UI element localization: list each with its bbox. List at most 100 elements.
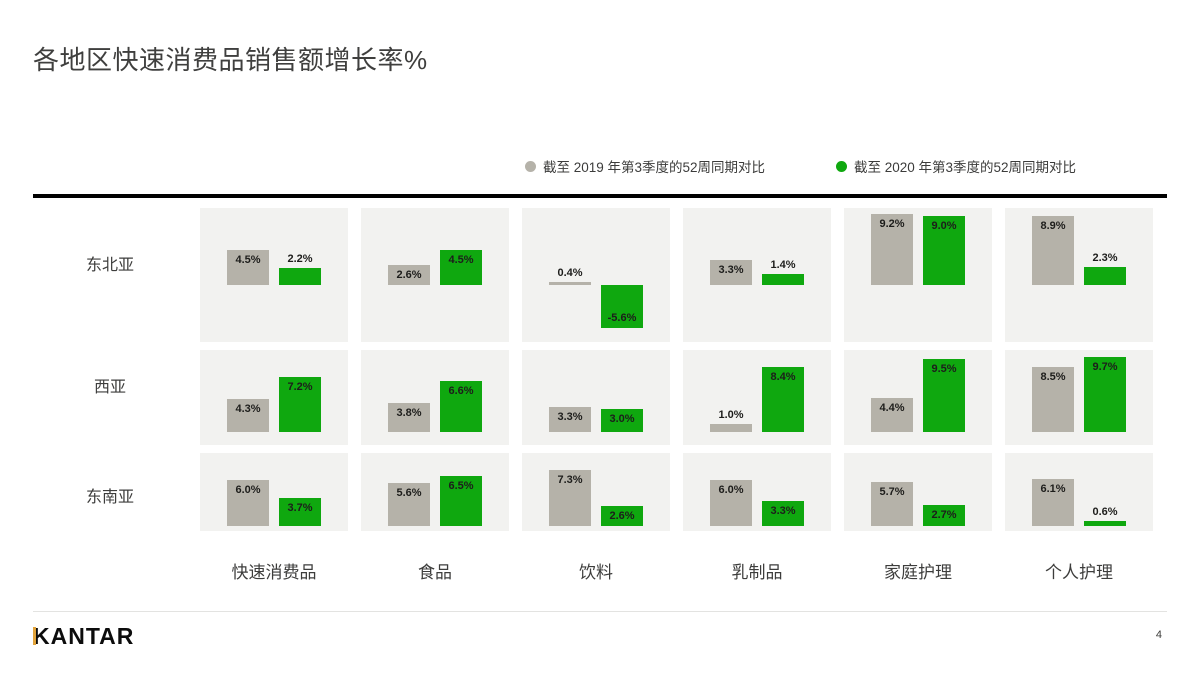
kantar-logo: KANTAR bbox=[33, 623, 134, 649]
chart-cell: 7.3% 2.6% bbox=[522, 453, 670, 531]
bar-value-label: 0.6% bbox=[1092, 506, 1118, 519]
bar-2020 bbox=[601, 408, 643, 432]
bar-value-label: 7.3% bbox=[557, 473, 583, 486]
bar-2019 bbox=[549, 281, 591, 285]
bar-2020 bbox=[923, 505, 965, 526]
bar-2019 bbox=[227, 250, 269, 285]
chart-cell: 6.0% 3.3% bbox=[683, 453, 831, 531]
bar-2019 bbox=[1032, 366, 1074, 432]
bar-2019 bbox=[710, 259, 752, 285]
chart-cell: 4.4% 9.5% bbox=[844, 350, 992, 445]
chart-cell: 6.0% 3.7% bbox=[200, 453, 348, 531]
chart-cell: 3.3% 1.4% bbox=[683, 208, 831, 342]
bar-value-label: 0.4% bbox=[557, 266, 583, 279]
legend-dot-2019-icon bbox=[525, 160, 536, 172]
legend-item-2019: 截至 2019 年第3季度的52周同期对比 bbox=[525, 156, 765, 176]
kantar-logo-accent bbox=[33, 627, 36, 645]
bar-2020 bbox=[440, 381, 482, 432]
bar-value-label: 4.3% bbox=[235, 402, 261, 415]
bar-value-label: 3.8% bbox=[396, 406, 422, 419]
chart-cell: 1.0% 8.4% bbox=[683, 350, 831, 445]
bar-value-label: 6.5% bbox=[448, 479, 474, 492]
chart-cell: 6.1% 0.6% bbox=[1005, 453, 1153, 531]
bar-value-label: 3.3% bbox=[718, 263, 744, 276]
category-label: 家庭护理 bbox=[884, 563, 952, 582]
category-label: 饮料 bbox=[579, 563, 613, 582]
page-title: 各地区快速消费品销售额增长率% bbox=[33, 45, 428, 75]
bar-2020 bbox=[762, 367, 804, 432]
chart-cell: 5.7% 2.7% bbox=[844, 453, 992, 531]
bar-2019 bbox=[388, 482, 430, 526]
bar-2019 bbox=[871, 482, 913, 526]
bar-value-label: 4.5% bbox=[448, 254, 474, 267]
chart-cell: 3.8% 6.6% bbox=[361, 350, 509, 445]
bar-value-label: 9.2% bbox=[879, 218, 905, 231]
region-label: 西亚 bbox=[93, 379, 126, 396]
bar-value-label: 4.4% bbox=[879, 402, 905, 415]
region-label: 东南亚 bbox=[85, 489, 134, 506]
bar-2019 bbox=[710, 424, 752, 432]
bar-2019 bbox=[227, 398, 269, 432]
bar-2020 bbox=[440, 475, 482, 526]
bar-value-label: 3.3% bbox=[770, 504, 796, 517]
bar-value-label: 9.0% bbox=[931, 219, 957, 232]
chart-cell: 9.2% 9.0% bbox=[844, 208, 992, 342]
bar-2020 bbox=[923, 358, 965, 432]
bar-value-label: 6.1% bbox=[1040, 483, 1066, 496]
bar-2020 bbox=[1084, 267, 1126, 285]
bar-2019 bbox=[227, 479, 269, 526]
bar-2020 bbox=[601, 285, 643, 329]
bar-value-label: 3.3% bbox=[557, 410, 583, 423]
bar-value-label: 9.7% bbox=[1092, 361, 1118, 374]
bar-value-label: 6.0% bbox=[718, 483, 744, 496]
header-divider bbox=[33, 194, 1167, 198]
bar-value-label: 2.3% bbox=[1092, 252, 1118, 265]
bar-value-label: 2.6% bbox=[609, 509, 635, 522]
chart-cell: 4.5% 2.2% bbox=[200, 208, 348, 342]
bar-2020 bbox=[1084, 357, 1126, 432]
bar-value-label: 6.0% bbox=[235, 483, 261, 496]
category-label: 快速消费品 bbox=[231, 563, 317, 582]
chart-cell: 8.5% 9.7% bbox=[1005, 350, 1153, 445]
bar-value-label: 8.9% bbox=[1040, 220, 1066, 233]
bar-2020 bbox=[762, 274, 804, 285]
category-label: 个人护理 bbox=[1045, 563, 1113, 582]
legend: 截至 2019 年第3季度的52周同期对比 截至 2020 年第3季度的52周同… bbox=[0, 156, 1200, 176]
bar-value-label: 9.5% bbox=[931, 362, 957, 375]
bar-2020 bbox=[279, 376, 321, 432]
bar-value-label: -5.6% bbox=[607, 312, 637, 325]
bar-value-label: 6.6% bbox=[448, 385, 474, 398]
bar-2019 bbox=[871, 398, 913, 432]
bar-2020 bbox=[923, 215, 965, 285]
bar-2020 bbox=[440, 250, 482, 285]
bar-2020 bbox=[762, 500, 804, 526]
kantar-logo-text: KANTAR bbox=[33, 623, 135, 649]
bar-value-label: 2.2% bbox=[287, 253, 313, 266]
chart-cell: 8.9% 2.3% bbox=[1005, 208, 1153, 342]
category-label: 乳制品 bbox=[731, 563, 783, 582]
bar-value-label: 2.7% bbox=[931, 509, 957, 522]
bar-2019 bbox=[388, 402, 430, 432]
bar-value-label: 2.6% bbox=[396, 268, 422, 281]
bar-2019 bbox=[710, 479, 752, 526]
chart-cell: 3.3% 3.0% bbox=[522, 350, 670, 445]
page-number: 4 bbox=[1155, 629, 1162, 641]
bar-value-label: 1.0% bbox=[718, 409, 744, 422]
bar-2020 bbox=[279, 268, 321, 285]
bar-2019 bbox=[871, 214, 913, 285]
bar-2019 bbox=[1032, 479, 1074, 526]
bar-value-label: 4.5% bbox=[235, 254, 261, 267]
bar-2019 bbox=[549, 406, 591, 432]
bar-value-label: 5.7% bbox=[879, 486, 905, 499]
region-label: 东北亚 bbox=[85, 257, 134, 274]
chart-cell: 4.3% 7.2% bbox=[200, 350, 348, 445]
legend-dot-2020-icon bbox=[836, 160, 847, 172]
bar-value-label: 8.4% bbox=[770, 371, 796, 384]
bar-value-label: 3.7% bbox=[287, 501, 313, 514]
bar-value-label: 7.2% bbox=[287, 380, 313, 393]
bar-value-label: 5.6% bbox=[396, 486, 422, 499]
bar-value-label: 1.4% bbox=[770, 259, 796, 272]
bar-2020 bbox=[601, 505, 643, 526]
